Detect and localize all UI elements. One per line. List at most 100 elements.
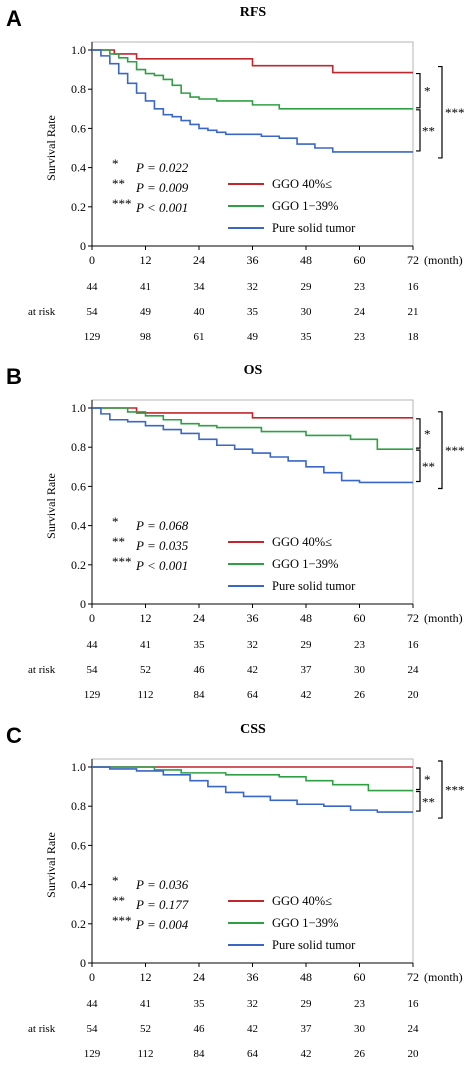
pvalue-stars: ***: [112, 554, 132, 569]
y-tick-label: 0.8: [71, 440, 86, 454]
at-risk-cell: 42: [247, 1023, 258, 1035]
at-risk-cell: 29: [301, 639, 313, 651]
legend-label: GGO 1−39%: [272, 557, 338, 571]
legend-label: Pure solid tumor: [272, 938, 356, 952]
at-risk-cell: 41: [140, 998, 151, 1010]
legend-label: GGO 40%≤: [272, 894, 332, 908]
x-tick-label: 36: [247, 970, 259, 984]
at-risk-cell: 61: [194, 331, 205, 343]
at-risk-cell: 16: [408, 281, 420, 293]
y-axis-label: Survival Rate: [44, 832, 58, 898]
at-risk-cell: 16: [408, 639, 420, 651]
at-risk-cell: 42: [301, 689, 312, 701]
at-risk-cell: 20: [408, 689, 420, 701]
series-line-pure-solid: [92, 49, 413, 153]
pvalue-text: P = 0.036: [135, 877, 189, 892]
pvalue-text: P = 0.177: [135, 897, 189, 912]
at-risk-cell: 26: [354, 689, 366, 701]
pvalue-stars: *: [112, 514, 119, 529]
series-line-ggo1-39: [92, 766, 413, 792]
at-risk-cell: 49: [140, 306, 152, 318]
y-axis-label: Survival Rate: [44, 115, 58, 181]
series-line-pure-solid: [92, 766, 413, 813]
bracket-star3: [438, 760, 443, 819]
bracket-star1-label: *: [424, 426, 431, 441]
pvalue-text: P = 0.009: [135, 180, 189, 195]
plot-frame: [91, 399, 414, 605]
x-tick-label: 24: [193, 611, 205, 625]
at-risk-cell: 41: [140, 639, 151, 651]
series-line-pure-solid: [92, 407, 413, 484]
bracket-star2: [416, 109, 421, 152]
chart-title: CSS: [240, 722, 266, 737]
y-tick-label: 0.2: [71, 558, 86, 572]
y-tick-label: 1.0: [71, 401, 86, 415]
x-tick-label: 24: [193, 970, 205, 984]
at-risk-cell: 32: [247, 998, 258, 1010]
at-risk-cell: 129: [84, 689, 101, 701]
panel-letter: C: [6, 723, 22, 748]
bracket-star1: [416, 767, 421, 791]
at-risk-cell: 23: [354, 998, 366, 1010]
x-tick-label: 12: [140, 970, 152, 984]
at-risk-cell: 112: [137, 1048, 153, 1060]
bracket-star2-label: **: [422, 794, 435, 809]
at-risk-cell: 20: [408, 1048, 420, 1060]
at-risk-cell: 112: [137, 689, 153, 701]
bracket-star3: [438, 65, 443, 159]
y-tick-label: 0.4: [71, 519, 86, 533]
at-risk-cell: 37: [301, 1023, 313, 1035]
x-tick-label: 72: [407, 253, 419, 267]
at-risk-cell: 129: [84, 1048, 101, 1060]
panel-c: C CSS 0 0.2 0.4 0.6 0.8 1.0 Survival Rate 0 12 24 36…: [6, 722, 465, 1060]
bracket-star2-label: **: [422, 459, 435, 474]
at-risk-cell: 32: [247, 281, 258, 293]
at-risk-cell: 49: [247, 331, 259, 343]
at-risk-cell: 30: [354, 664, 366, 676]
y-tick-label: 0.2: [71, 917, 86, 931]
at-risk-cell: 42: [247, 664, 258, 676]
x-tick-label: 36: [247, 253, 259, 267]
series-line-ggo40: [92, 49, 413, 74]
at-risk-cell: 37: [301, 664, 313, 676]
y-axis-label: Survival Rate: [44, 473, 58, 539]
bracket-star2: [416, 790, 421, 812]
y-tick-label: 0.8: [71, 799, 86, 813]
x-tick-label: 48: [300, 970, 312, 984]
at-risk-cell: 129: [84, 331, 101, 343]
x-tick-label: 60: [354, 970, 366, 984]
y-tick-label: 0.8: [71, 82, 86, 96]
bracket-star1-label: *: [424, 84, 431, 99]
legend-label: GGO 40%≤: [272, 177, 332, 191]
at-risk-cell: 29: [301, 998, 313, 1010]
pvalue-text: P = 0.068: [135, 518, 189, 533]
at-risk-cell: 98: [140, 331, 152, 343]
legend-label: GGO 1−39%: [272, 916, 338, 930]
at-risk-cell: 44: [87, 281, 99, 293]
y-tick-label: 0: [80, 956, 86, 970]
at-risk-cell: 32: [247, 639, 258, 651]
panel-letter: A: [6, 6, 22, 31]
bracket-star3: [438, 411, 443, 490]
at-risk-cell: 46: [194, 1023, 206, 1035]
at-risk-cell: 52: [140, 664, 151, 676]
panel-a: A RFS 0 0.2 0.4 0.6 0.8 1.0 Survival Rate 0 12 24 36…: [6, 5, 465, 343]
at-risk-cell: 24: [354, 306, 366, 318]
pvalue-stars: **: [112, 893, 125, 908]
x-tick-label: 72: [407, 611, 419, 625]
at-risk-label: at risk: [28, 664, 56, 676]
at-risk-cell: 18: [408, 331, 420, 343]
x-tick-label: 0: [89, 611, 95, 625]
x-tick-label: 60: [354, 611, 366, 625]
chart-title: OS: [244, 363, 263, 378]
bracket-star2: [416, 449, 421, 483]
at-risk-cell: 30: [301, 306, 313, 318]
at-risk-cell: 24: [408, 664, 420, 676]
pvalue-stars: ***: [112, 913, 132, 928]
at-risk-cell: 42: [301, 1048, 312, 1060]
at-risk-cell: 52: [140, 1023, 151, 1035]
pvalue-stars: *: [112, 873, 119, 888]
at-risk-cell: 44: [87, 639, 99, 651]
at-risk-cell: 35: [247, 306, 259, 318]
bracket-star3-label: ***: [445, 105, 465, 120]
